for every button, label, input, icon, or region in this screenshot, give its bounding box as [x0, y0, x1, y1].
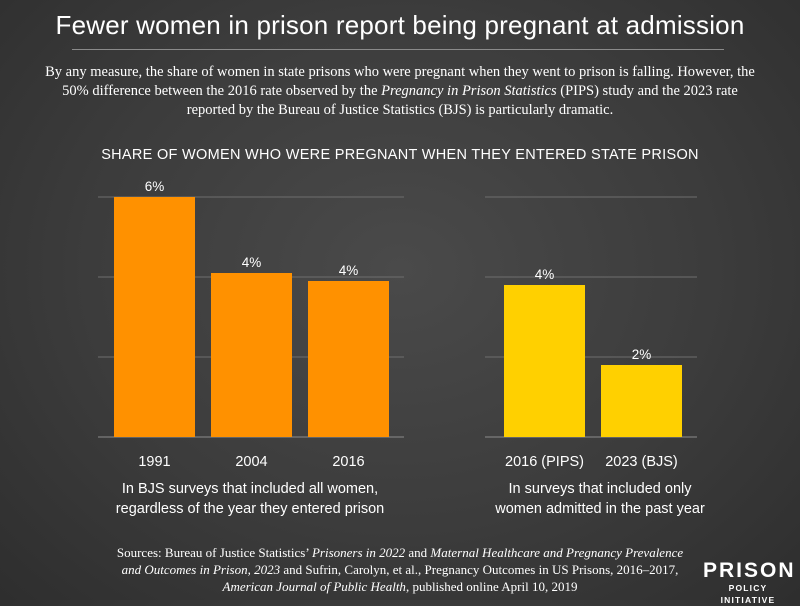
sources-italic-1: Prisoners in 2022: [311, 545, 406, 560]
intro-text-1: By any measure, the share of women in st…: [45, 64, 755, 99]
logo-line-2: POLICY INITIATIVE: [720, 583, 776, 605]
sources-note: Sources: Bureau of Justice Statistics’ P…: [110, 544, 690, 595]
x-tick-label: 2016: [332, 454, 364, 470]
intro-text-2: (PIPS) study and the 2023 rate reported …: [186, 83, 738, 118]
logo-line-1: PRISON: [703, 559, 796, 582]
left-caption-line-1: In BJS surveys that included all women,: [121, 481, 379, 497]
x-tick-label: 2004: [235, 454, 267, 470]
title-divider: [72, 49, 724, 50]
data-label: 4%: [535, 267, 555, 282]
chart-title: Fewer women in prison report being pregn…: [55, 10, 745, 40]
right-caption-line-1: In surveys that included only: [508, 481, 692, 497]
x-tick-label: 1991: [138, 454, 170, 470]
data-label: 6%: [145, 179, 165, 194]
intro-paragraph: By any measure, the share of women in st…: [40, 63, 760, 120]
sources-italic-2: Maternal Healthcare and Pregnancy Preval…: [121, 545, 684, 577]
x-tick-label: 2016 (PIPS): [505, 454, 584, 470]
data-label: 4%: [339, 263, 359, 278]
left-caption-line-2: regardless of the year they entered pris…: [115, 501, 385, 517]
x-tick-label: 2023 (BJS): [605, 454, 678, 470]
bar-2016: [308, 281, 389, 437]
sources-text-2: and: [405, 545, 431, 560]
bar-2016-pips: [504, 285, 585, 437]
bar-1991: [114, 197, 195, 437]
data-label: 2%: [632, 347, 652, 362]
sources-text-1: Sources: Bureau of Justice Statistics’: [116, 545, 312, 560]
sources-text-4: , published online April 10, 2019: [405, 579, 578, 594]
chart-subtitle: SHARE OF WOMEN WHO WERE PREGNANT WHEN TH…: [101, 147, 699, 163]
intro-italic-study: Pregnancy in Prison Statistics: [381, 83, 557, 99]
sources-italic-3: American Journal of Public Health: [222, 579, 406, 594]
data-label: 4%: [242, 255, 262, 270]
right-caption-line-2: women admitted in the past year: [495, 501, 705, 517]
bar-2023-bjs: [601, 365, 682, 437]
right-panel-caption: In surveys that included only women admi…: [450, 479, 750, 519]
sources-text-3: and Sufrin, Carolyn, et al., Pregnancy O…: [280, 562, 679, 577]
left-panel-caption: In BJS surveys that included all women, …: [60, 479, 440, 519]
bar-2004: [211, 273, 292, 437]
prison-policy-initiative-logo: PRISON POLICY INITIATIVE: [703, 559, 796, 606]
